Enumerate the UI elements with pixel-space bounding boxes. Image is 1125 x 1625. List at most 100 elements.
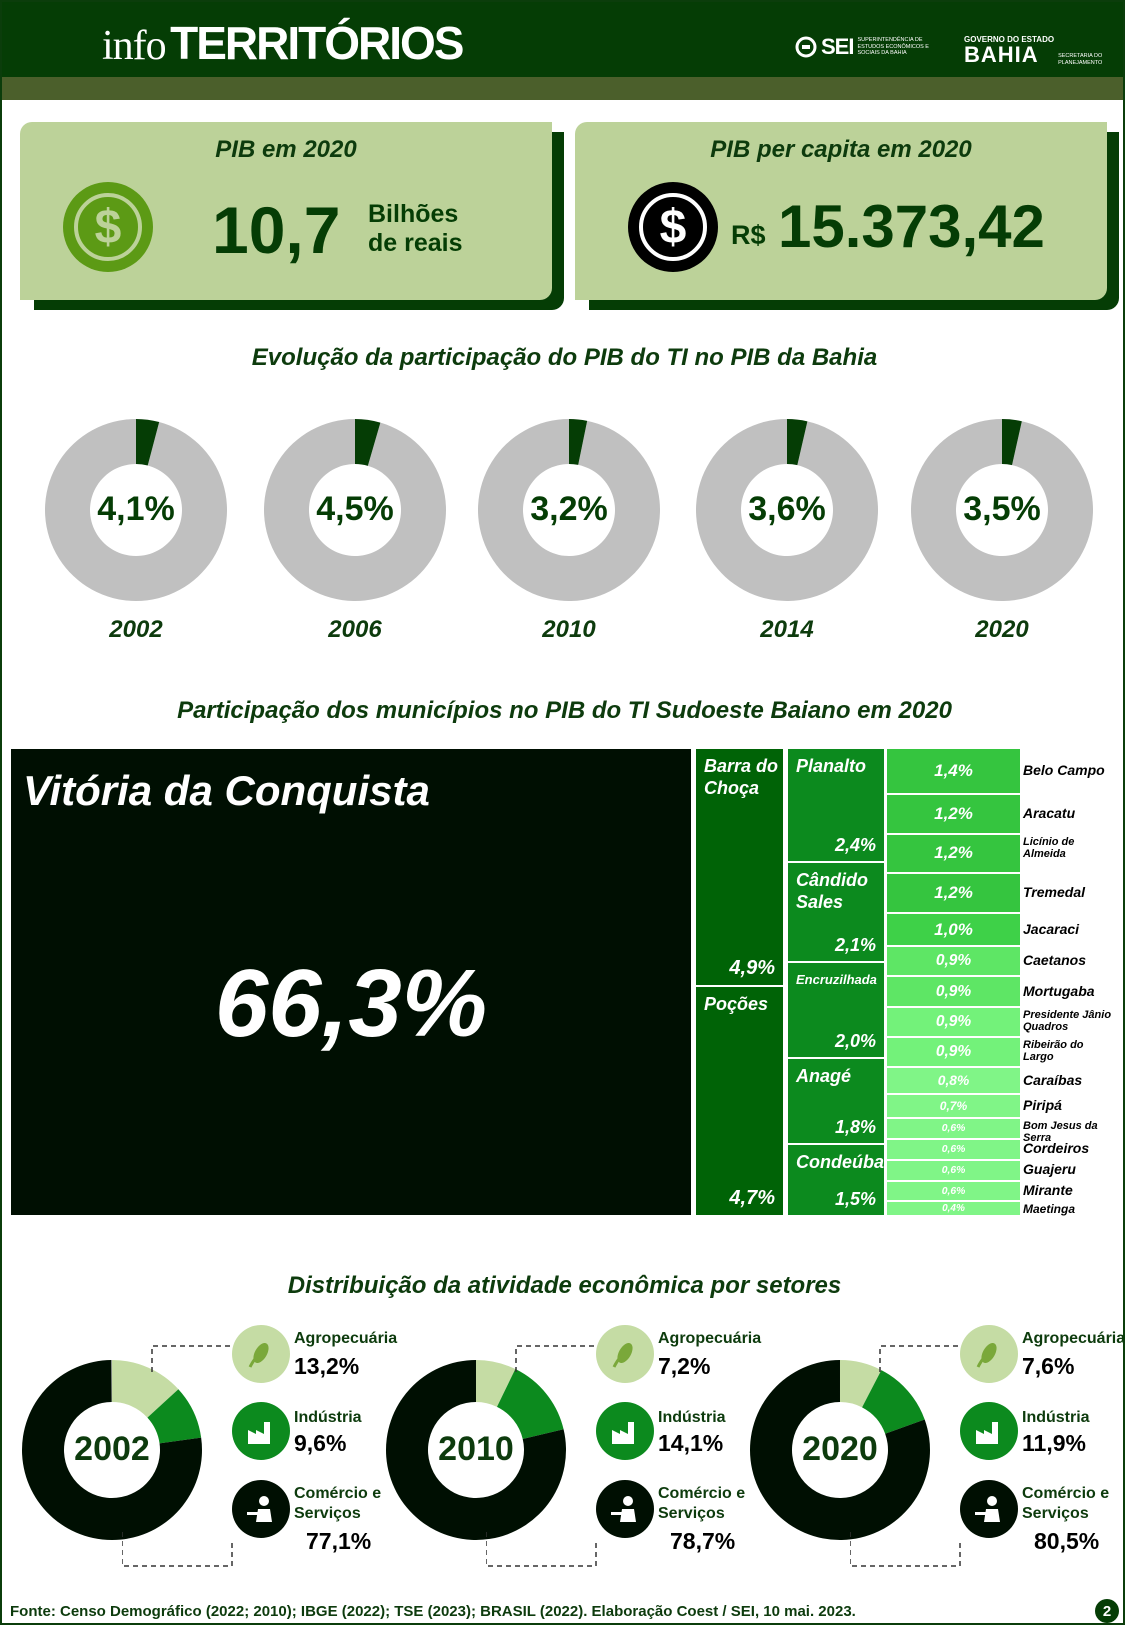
donut-value-label: 3,2% [530, 490, 608, 528]
waiter-icon [232, 1480, 290, 1538]
sector-value-label: 11,9% [1022, 1430, 1086, 1456]
sector-slice-agro [476, 1360, 516, 1407]
corn-icon [232, 1325, 290, 1383]
treemap-tile-value: 1,5% [834, 1188, 876, 1209]
sector-donut-2010 [386, 1360, 566, 1540]
header-strip [2, 77, 1123, 100]
treemap-tile: 0,6% [887, 1160, 1020, 1180]
page-number: 2 [1095, 1599, 1119, 1623]
treemap-tile-name: Mirante [1023, 1182, 1073, 1199]
sector-slice-commerce [386, 1360, 566, 1540]
sector-slice-industry [496, 1369, 564, 1439]
evolution-donut-2002 [45, 419, 228, 601]
kpi-pib-per-capita-title: PIB per capita em 2020 [710, 136, 972, 163]
evolution-donut-2014 [696, 419, 878, 601]
treemap-tile: Condeúba 1,5% [788, 1144, 884, 1215]
treemap-tile-name: Maetinga [1023, 1202, 1076, 1217]
sector-value-label: 77,1% [306, 1528, 372, 1554]
treemap-tile-name: Aracatu [1023, 804, 1076, 821]
treemap-tile-value: 2,1% [834, 935, 876, 956]
donut-share-slice [355, 419, 381, 466]
sector-name-label: Comércio e [294, 1485, 382, 1502]
sector-name-label: Comércio e [658, 1485, 746, 1502]
treemap-tile-name: Vitória da Conquista [23, 767, 430, 814]
treemap-tile: 0,4% [887, 1202, 1020, 1215]
sector-name-label: Indústria [294, 1409, 362, 1426]
kpi-pib-title: PIB em 2020 [215, 136, 357, 163]
treemap-tile-name: Presidente Jânio Quadros [1023, 1008, 1112, 1033]
treemap-tile-value: 4,9% [729, 956, 775, 979]
sector-donut-2020 [750, 1360, 930, 1540]
donut-share-slice [569, 419, 588, 465]
municipal-title: Participação dos municípios no PIB do TI… [177, 697, 952, 724]
sei-logo: SEI Superintendência de Estudos Econômic… [795, 34, 939, 60]
treemap-tile: 1,0% [887, 913, 1020, 946]
sector-value-label: 14,1% [658, 1430, 724, 1456]
donut-year-label: 2014 [760, 616, 814, 643]
donut-share-slice [1002, 419, 1022, 466]
treemap-tile-name: Caraíbas [1023, 1071, 1083, 1088]
sector-donut-2002 [21, 1360, 202, 1540]
treemap-tile-name: Licínio de Almeida [1023, 835, 1075, 860]
sector-donut-year: 2002 [74, 1430, 150, 1468]
dashed-connector [486, 1345, 597, 1567]
treemap-tile-name: Encruzilhada [796, 972, 877, 988]
waiter-icon [596, 1480, 654, 1538]
sector-name-label: Agropecuária [658, 1330, 762, 1347]
treemap-tile: 1,2% [887, 794, 1020, 833]
treemap-tile-name: Jacaraci [1023, 920, 1080, 937]
sector-name-label: Serviços [658, 1505, 725, 1522]
treemap-tile-name: Anagé [796, 1065, 852, 1086]
dollar-coin-icon: $ [63, 182, 153, 272]
sector-name-label: Indústria [1022, 1409, 1090, 1426]
sector-donut-year: 2020 [802, 1430, 878, 1468]
treemap-tile-value: 2,0% [834, 1030, 876, 1051]
evolution-donut-2006 [264, 419, 446, 601]
treemap-tile: 1,2% [887, 874, 1020, 912]
sector-value-label: 13,2% [294, 1353, 360, 1379]
sector-value-label: 7,2% [658, 1353, 711, 1379]
donut-share-slice [787, 419, 808, 466]
evolution-donut-2010 [478, 419, 660, 601]
sector-value-label: 78,7% [670, 1528, 736, 1554]
treemap-tile-value: 2,4% [834, 835, 876, 856]
sector-slice-agro [112, 1360, 179, 1418]
evolution-title: Evolução da participação do PIB do TI no… [251, 344, 878, 371]
sector-value-label: 7,6% [1022, 1353, 1075, 1379]
treemap-tile: 1,4% [887, 749, 1020, 793]
gov-name: BAHIA [964, 42, 1039, 67]
dollar-symbol: $ [74, 193, 142, 261]
treemap-tile: 0,9% [887, 1037, 1020, 1067]
treemap-tile-name: Ribeirão do Largo [1023, 1038, 1084, 1063]
factory-icon [960, 1402, 1018, 1460]
source-footer: Fonte: Censo Demográfico (2022; 2010); I… [10, 1603, 856, 1620]
treemap-tile-name: Cordeiros [1023, 1140, 1090, 1157]
sectors-title: Distribuição da atividade econômica por … [287, 1272, 842, 1299]
sector-name-label: Serviços [294, 1505, 361, 1522]
treemap-tile-name: Piripá [1023, 1097, 1062, 1114]
donut-year-label: 2010 [542, 616, 596, 643]
sector-donut-year: 2010 [438, 1430, 514, 1468]
donut-value-label: 3,6% [748, 490, 826, 528]
donut-remainder-slice [264, 419, 446, 601]
treemap-tile: 0,6% [887, 1139, 1020, 1159]
sei-emblem-icon [795, 36, 817, 58]
treemap-tile: 0,9% [887, 977, 1020, 1006]
treemap-tile: Cândido Sales 2,1% [788, 863, 884, 962]
factory-icon [232, 1402, 290, 1460]
treemap-tile-value: 1,8% [834, 1116, 876, 1137]
treemap-tile: Anagé 1,8% [788, 1058, 884, 1143]
donut-remainder-slice [696, 419, 878, 601]
treemap-tile: Barra do Choça 4,9% [696, 749, 783, 985]
gov-top-label: GOVERNO DO ESTADO [964, 35, 1055, 44]
kpi-pib-value: 10,7 [212, 193, 341, 267]
sector-slice-industry [147, 1389, 202, 1444]
header-bar: info TERRITÓRIOS SEI Superintendência de… [2, 2, 1123, 77]
brand-logo: info TERRITÓRIOS [102, 16, 464, 70]
dollar-coin-icon: $ [628, 182, 718, 272]
donut-value-label: 3,5% [963, 490, 1041, 528]
treemap-tile: 0,9% [887, 1007, 1020, 1036]
sector-slice-industry [862, 1370, 925, 1434]
kpi-card-pib-per-capita: PIB per capita em 2020 $ R$ 15.373,42 [575, 122, 1107, 300]
